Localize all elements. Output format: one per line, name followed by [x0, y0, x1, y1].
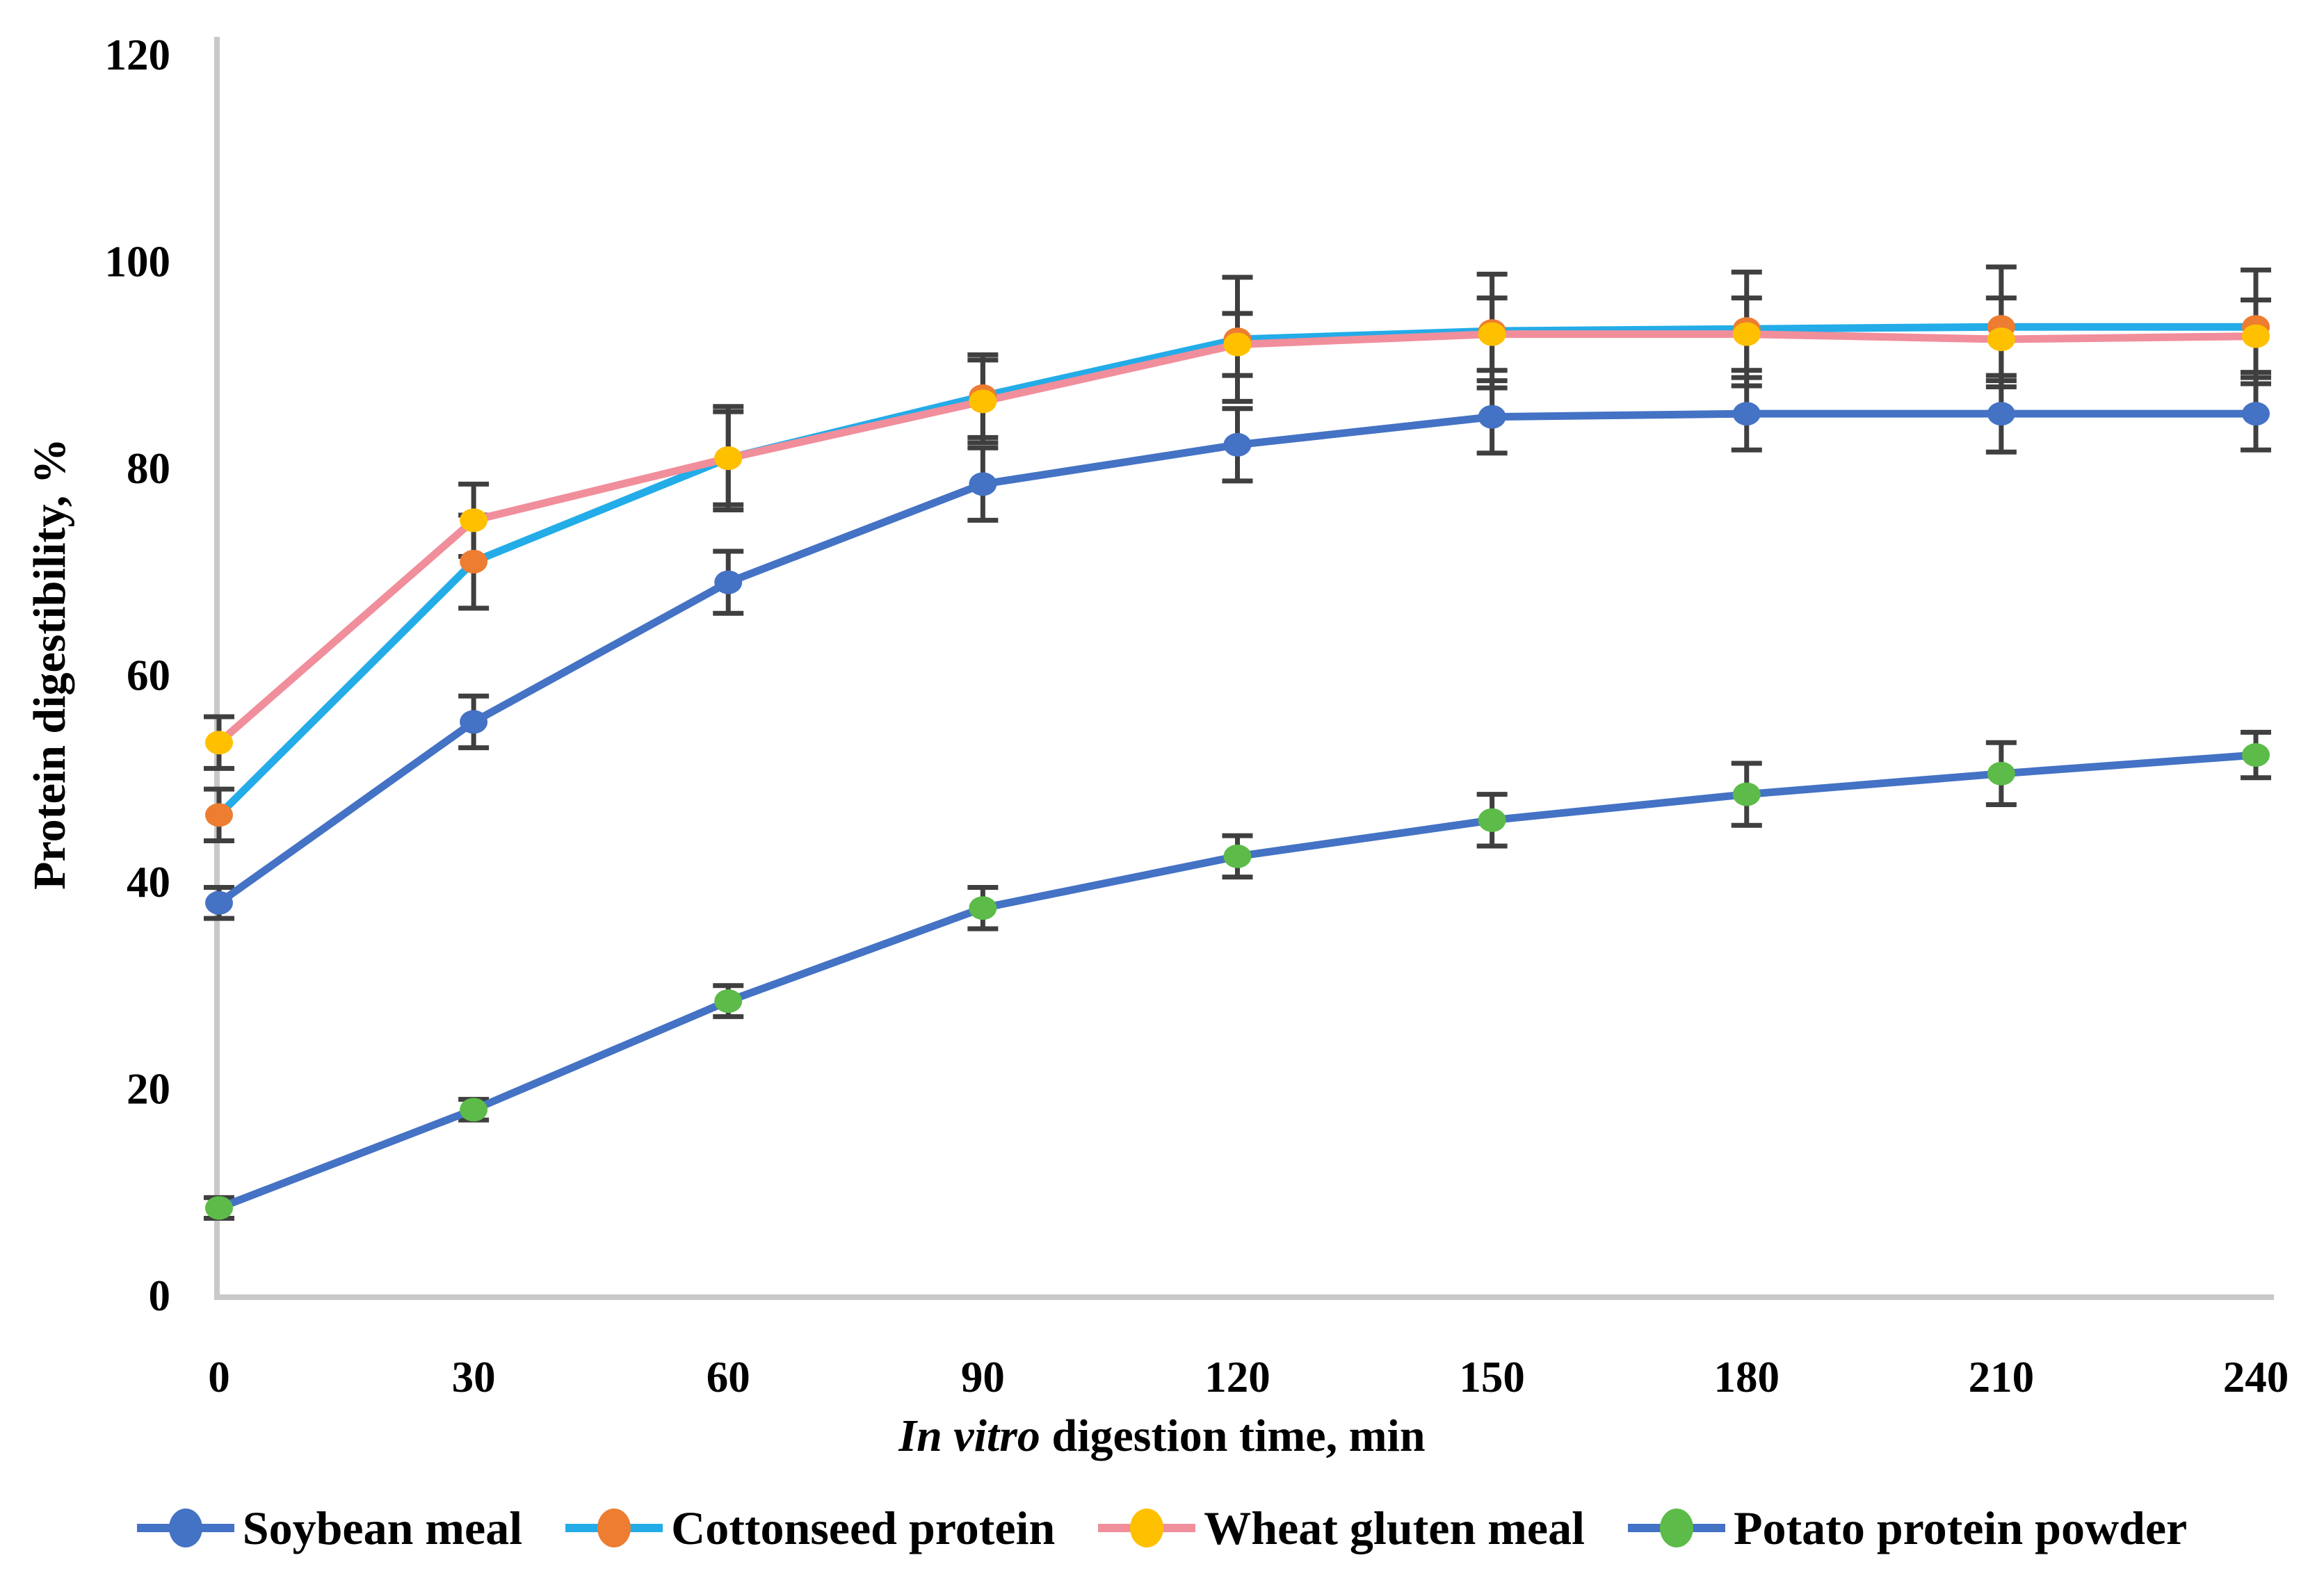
- data-point-marker-wheat-gluten-meal-180: [1732, 322, 1761, 346]
- data-point-marker-soybean-meal-90: [969, 472, 997, 496]
- y-tick-label-0: 0: [149, 1271, 171, 1320]
- data-point-marker-wheat-gluten-meal-0: [205, 731, 233, 755]
- y-tick-label-20: 20: [127, 1065, 170, 1114]
- data-point-marker-soybean-meal-120: [1223, 432, 1252, 457]
- x-tick-label-60: 60: [707, 1353, 750, 1401]
- x-tick-label-0: 0: [208, 1353, 230, 1401]
- data-point-marker-potato-protein-powder-150: [1478, 808, 1506, 832]
- data-point-marker-soybean-meal-210: [1987, 402, 2015, 426]
- data-point-marker-wheat-gluten-meal-90: [969, 389, 997, 414]
- legend-swatch-soybean-meal: [136, 1509, 234, 1547]
- data-point-marker-cottonseed-protein-30: [460, 549, 488, 574]
- x-tick-label-180: 180: [1714, 1353, 1780, 1401]
- y-tick-label-60: 60: [127, 651, 170, 700]
- y-tick-label-80: 80: [127, 444, 170, 493]
- series-line-potato-protein-powder: [215, 751, 2260, 1212]
- x-axis-title: In vitro digestion time, min: [0, 1410, 2324, 1463]
- y-tick-label-40: 40: [127, 858, 170, 907]
- x-tick-label-30: 30: [452, 1353, 496, 1401]
- legend-label-potato-protein-powder: Potato protein powder: [1734, 1501, 2188, 1554]
- legend-item-potato-protein-powder: Potato protein powder: [1628, 1500, 2187, 1556]
- data-point-marker-soybean-meal-30: [460, 710, 488, 734]
- data-point-marker-potato-protein-powder-180: [1732, 782, 1761, 806]
- legend-item-cottonseed-protein: Cottonseed protein: [565, 1500, 1055, 1556]
- legend-label-soybean-meal: Soybean meal: [242, 1501, 523, 1554]
- data-point-marker-cottonseed-protein-0: [205, 803, 233, 827]
- x-tick-label-150: 150: [1459, 1353, 1525, 1401]
- data-point-marker-potato-protein-powder-0: [205, 1196, 233, 1220]
- legend-marker-sample: [1130, 1509, 1164, 1547]
- data-point-marker-wheat-gluten-meal-240: [2242, 324, 2270, 348]
- legend-marker-sample: [597, 1509, 631, 1547]
- x-axis-title-italic-part: In vitro: [898, 1411, 1040, 1461]
- x-tick-label-210: 210: [1969, 1353, 2035, 1401]
- legend-item-wheat-gluten-meal: Wheat gluten meal: [1098, 1500, 1585, 1556]
- y-axis-title: Protein digestibility, %: [24, 438, 75, 890]
- data-point-marker-wheat-gluten-meal-150: [1478, 322, 1506, 346]
- legend-marker-sample: [168, 1509, 202, 1547]
- legend-label-wheat-gluten-meal: Wheat gluten meal: [1204, 1501, 1585, 1554]
- series-markers-wheat-gluten-meal: [205, 322, 2270, 755]
- data-point-marker-potato-protein-powder-240: [2242, 743, 2270, 767]
- data-point-marker-wheat-gluten-meal-210: [1987, 327, 2015, 352]
- legend-swatch-cottonseed-protein: [565, 1509, 663, 1547]
- x-tick-label-240: 240: [2223, 1353, 2289, 1401]
- data-point-marker-soybean-meal-60: [714, 570, 743, 594]
- series-markers-potato-protein-powder: [205, 743, 2270, 1220]
- data-point-marker-wheat-gluten-meal-30: [460, 508, 488, 533]
- data-point-marker-potato-protein-powder-120: [1223, 844, 1252, 868]
- data-point-marker-potato-protein-powder-90: [969, 896, 997, 920]
- x-tick-label-120: 120: [1204, 1353, 1270, 1401]
- legend-item-soybean-meal: Soybean meal: [136, 1500, 523, 1556]
- data-point-marker-soybean-meal-240: [2242, 402, 2270, 426]
- legend-label-cottonseed-protein: Cottonseed protein: [671, 1501, 1056, 1554]
- legend-swatch-potato-protein-powder: [1628, 1509, 1725, 1547]
- legend-marker-sample: [1660, 1509, 1693, 1547]
- series-markers-soybean-meal: [205, 402, 2270, 915]
- data-point-marker-potato-protein-powder-210: [1987, 761, 2015, 786]
- data-point-marker-soybean-meal-150: [1478, 405, 1506, 429]
- legend-swatch-wheat-gluten-meal: [1098, 1509, 1196, 1547]
- data-point-marker-wheat-gluten-meal-60: [714, 446, 743, 471]
- legend: Soybean meal Cottonseed protein Wheat glut…: [0, 1500, 2324, 1556]
- series-line-soybean-meal: [215, 409, 2260, 907]
- data-point-marker-potato-protein-powder-30: [460, 1098, 488, 1122]
- y-tick-label-120: 120: [105, 31, 171, 79]
- error-bars-potato-protein-powder: [204, 729, 2271, 1221]
- data-point-marker-soybean-meal-0: [205, 891, 233, 915]
- y-tick-label-100: 100: [105, 238, 171, 286]
- x-tick-label-90: 90: [961, 1353, 1005, 1401]
- x-axis-title-rest-part: digestion time, min: [1040, 1411, 1426, 1461]
- data-point-marker-soybean-meal-180: [1732, 402, 1761, 426]
- data-point-marker-potato-protein-powder-60: [714, 989, 743, 1014]
- data-point-marker-wheat-gluten-meal-120: [1223, 332, 1252, 357]
